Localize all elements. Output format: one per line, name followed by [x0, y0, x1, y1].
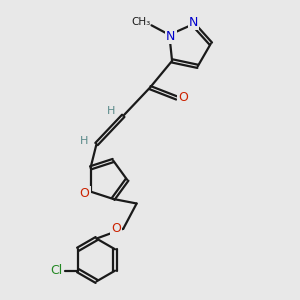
Text: O: O [111, 222, 121, 235]
Text: N: N [189, 16, 198, 29]
Text: H: H [106, 106, 115, 116]
Text: O: O [178, 92, 188, 104]
Text: H: H [80, 136, 88, 146]
Text: O: O [80, 187, 89, 200]
Text: Cl: Cl [50, 264, 62, 277]
Text: CH₃: CH₃ [131, 17, 151, 27]
Text: N: N [166, 30, 176, 43]
